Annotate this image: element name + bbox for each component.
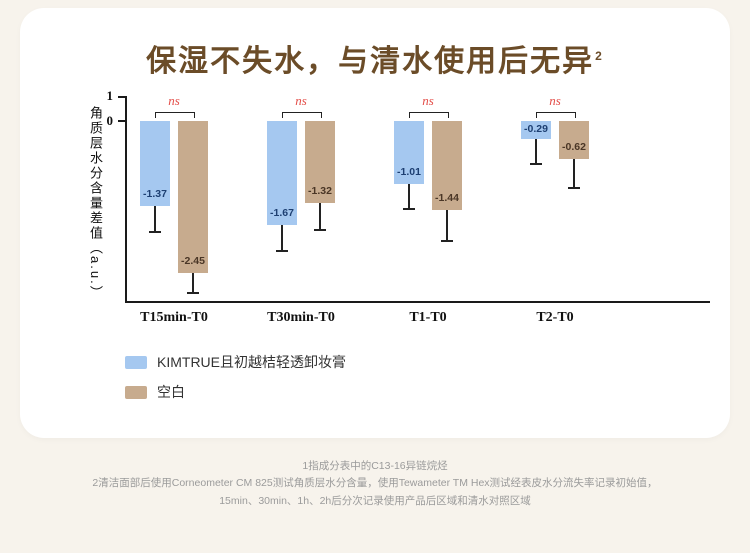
error-bar-cap [568,187,580,189]
footnote-line-1: 1指成分表中的C13-16异链烷烃 [302,460,448,472]
sig-label: ns [295,93,307,108]
value-label: -1.01 [397,166,421,178]
bar-control [432,121,462,210]
legend-label-control: 空白 [157,384,185,400]
sig-bracket [536,112,576,118]
footnotes: 1指成分表中的C13-16异链烷烃 2清洁面部后使用Corneometer CM… [0,458,750,510]
legend-label-product: KIMTRUE且初越桔轻透卸妆膏 [157,354,346,370]
page-title: 保湿不失水，与清水使用后无异2 [20,44,730,80]
legend-item-control: 空白 [125,382,730,402]
category-label: T2-T0 [536,310,574,325]
bar-control [559,121,589,159]
page-title-text: 保湿不失水，与清水使用后无异 [146,45,595,78]
legend-item-product: KIMTRUE且初越桔轻透卸妆膏 [125,352,730,372]
value-label: -1.44 [435,192,459,204]
value-label: -0.62 [562,141,586,153]
footnote-line-3: 15min、30min、1h、2h后分次记录使用产品后区域和清水对照区域 [219,494,531,507]
error-bar-cap [403,208,415,210]
bar-chart: 角质层水分含量差值（a.u.） 1 0 T15min-T0 ns -1.37 -2.45 T… [20,88,730,330]
error-bar-line [319,203,321,229]
footnote-line-2: 2清洁面部后使用Corneometer CM 825测试角质层水分含量，使用Te… [92,477,658,490]
error-bar-line [281,225,283,250]
bar-product [394,121,424,184]
sig-bracket [409,112,449,118]
legend-swatch-control [125,385,147,399]
sig-label: ns [549,93,561,108]
category-label: T1-T0 [409,310,447,325]
error-bar-line [446,210,448,240]
error-bar-line [573,159,575,187]
error-bar-cap [276,250,288,252]
bar-product [521,121,551,139]
sig-bracket [282,112,322,118]
x-axis-line [125,301,710,303]
y-axis-tick-label: 0 [106,113,114,128]
sig-label: ns [422,93,434,108]
category-label: T30min-T0 [267,310,335,325]
error-bar-cap [530,163,542,165]
value-label: -1.67 [270,207,294,219]
value-label: -0.29 [524,123,548,135]
value-label: -1.32 [308,185,332,197]
error-bar-cap [187,292,199,294]
y-axis-line [125,96,127,303]
error-bar-line [154,206,156,231]
error-bar-line [408,184,410,208]
title-superscript: 2 [595,49,604,63]
bar-control [178,121,208,273]
category-label: T15min-T0 [140,310,208,325]
bar-product [140,121,170,206]
bar-product [267,121,297,225]
bar-control [305,121,335,203]
error-bar-cap [314,229,326,231]
y-axis-tick-label: 1 [106,88,114,103]
value-label: -2.45 [181,255,205,267]
y-axis-title: 角质层水分含量差值（a.u.） [88,105,103,301]
error-bar-cap [149,231,161,233]
chart-card: 保湿不失水，与清水使用后无异2 角质层水分含量差值（a.u.） 1 0 T15min… [20,8,730,438]
error-bar-cap [441,240,453,242]
value-label: -1.37 [143,188,167,200]
y-axis-tick [118,96,125,98]
chart-legend: KIMTRUE且初越桔轻透卸妆膏 空白 [125,352,730,402]
sig-bracket [155,112,195,118]
legend-swatch-product [125,355,147,369]
y-axis-tick [118,120,125,122]
error-bar-line [192,273,194,292]
sig-label: ns [168,93,180,108]
error-bar-line [535,139,537,163]
